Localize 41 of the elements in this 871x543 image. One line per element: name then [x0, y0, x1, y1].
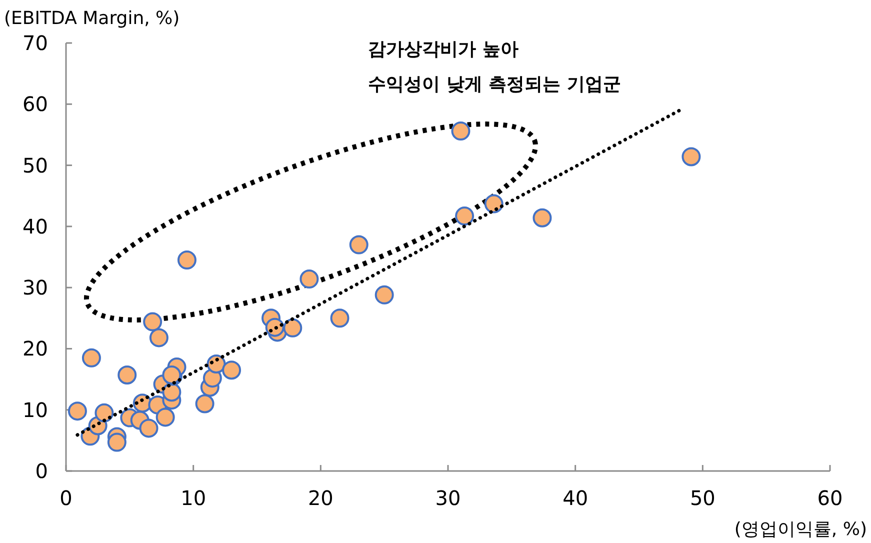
point	[349, 235, 368, 254]
point	[94, 403, 114, 422]
point	[82, 348, 101, 368]
point	[107, 432, 126, 452]
x-axis-title: (영업이익률, %)	[734, 519, 867, 540]
point	[118, 366, 137, 385]
y-tick-label: 60	[22, 92, 48, 116]
y-axis-title: (EBITDA Margin, %)	[4, 8, 180, 29]
x-tick-label: 0	[60, 486, 72, 510]
point	[283, 318, 302, 338]
x-tick-label: 30	[435, 486, 461, 510]
point	[156, 408, 175, 427]
y-tick-label: 0	[35, 459, 48, 483]
y-tick-label: 30	[22, 276, 48, 300]
point	[484, 194, 504, 214]
point	[682, 147, 701, 166]
x-tick-label: 50	[690, 486, 716, 510]
x-tick-label: 20	[308, 486, 334, 510]
point	[149, 328, 168, 348]
point	[300, 270, 319, 289]
y-tick-label: 10	[22, 398, 48, 422]
point	[177, 250, 196, 270]
x-tick-label: 40	[562, 486, 588, 510]
point	[222, 360, 242, 380]
point	[143, 312, 162, 332]
y-tick-label: 70	[22, 31, 48, 55]
point	[195, 394, 214, 414]
y-tick-label: 50	[22, 153, 48, 178]
x-tick-label: 10	[180, 486, 206, 510]
point	[451, 122, 470, 141]
annotation: 수익성이 낮게 측정되는 기업군	[368, 74, 621, 95]
point	[374, 285, 394, 304]
annotation: 감가상각비가 높아	[368, 39, 518, 60]
point	[139, 418, 158, 438]
point	[68, 402, 87, 421]
y-tick-label: 40	[22, 214, 48, 238]
point	[532, 208, 552, 228]
point	[455, 206, 474, 226]
x-tick-label: 60	[817, 486, 843, 510]
point	[330, 308, 350, 328]
y-tick-label: 20	[22, 336, 48, 361]
